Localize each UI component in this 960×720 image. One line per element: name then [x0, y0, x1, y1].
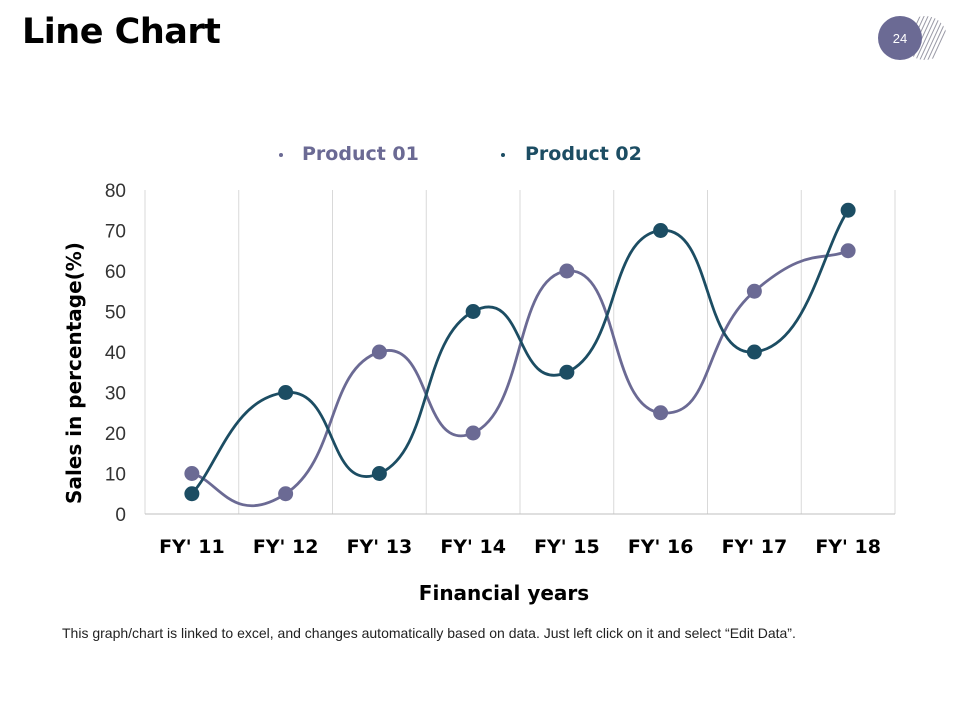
data-point-product-02 [184, 486, 200, 502]
chart-legend: Product 01 Product 02 [279, 143, 642, 165]
x-tick-label: FY' 15 [534, 536, 600, 558]
data-point-product-02 [278, 385, 294, 400]
y-tick-label: 20 [105, 424, 126, 445]
page-title: Line Chart [22, 12, 221, 52]
data-point-product-02 [371, 466, 387, 481]
data-point-product-02 [840, 202, 856, 218]
y-tick-label: 80 [105, 181, 126, 202]
slide-number: 24 [878, 16, 922, 60]
x-tick-label: FY' 12 [253, 536, 319, 558]
legend-label-product-02: Product 02 [525, 143, 642, 165]
x-tick-label: FY' 13 [347, 536, 413, 558]
data-point-product-01 [465, 425, 481, 441]
chart-series [184, 202, 856, 508]
data-point-product-02 [746, 344, 762, 360]
slide-number-badge: 24 [878, 16, 947, 62]
data-point-product-01 [746, 283, 762, 299]
data-point-product-02 [465, 304, 481, 319]
x-tick-label: FY' 14 [440, 536, 506, 558]
series-line-product-01 [191, 249, 849, 508]
data-point-product-02 [559, 364, 575, 380]
data-point-product-01 [840, 243, 856, 259]
data-point-product-01 [184, 466, 200, 481]
x-axis-label: Financial years [419, 581, 589, 605]
legend-marker-product-02 [501, 153, 505, 157]
data-point-product-02 [653, 223, 669, 238]
y-tick-label: 0 [115, 505, 126, 526]
y-axis-label: Sales in percentage(%) [62, 242, 86, 504]
data-point-product-01 [559, 263, 575, 279]
y-tick-label: 50 [105, 303, 126, 324]
footnote: This graph/chart is linked to excel, and… [62, 625, 796, 641]
data-point-product-01 [371, 344, 387, 360]
data-point-product-01 [278, 486, 294, 502]
grid-lines [144, 190, 896, 514]
x-tick-label: FY' 16 [628, 536, 694, 558]
y-tick-label: 40 [105, 343, 126, 364]
chart-axes: 0 10 20 30 40 50 60 70 80 FY' 11 FY' 12 FY' 13 FY' 1… [105, 181, 895, 558]
legend-marker-product-01 [279, 153, 283, 157]
legend-label-product-01: Product 01 [302, 143, 419, 165]
x-tick-label: FY' 11 [159, 536, 225, 558]
series-line-product-02 [190, 209, 850, 495]
data-point-product-01 [653, 405, 669, 421]
y-tick-label: 10 [105, 465, 126, 486]
y-tick-label: 30 [105, 384, 126, 405]
y-tick-label: 60 [105, 262, 126, 283]
x-tick-label: FY' 17 [722, 536, 788, 558]
x-tick-label: FY' 18 [815, 536, 881, 558]
y-tick-label: 70 [105, 222, 126, 243]
